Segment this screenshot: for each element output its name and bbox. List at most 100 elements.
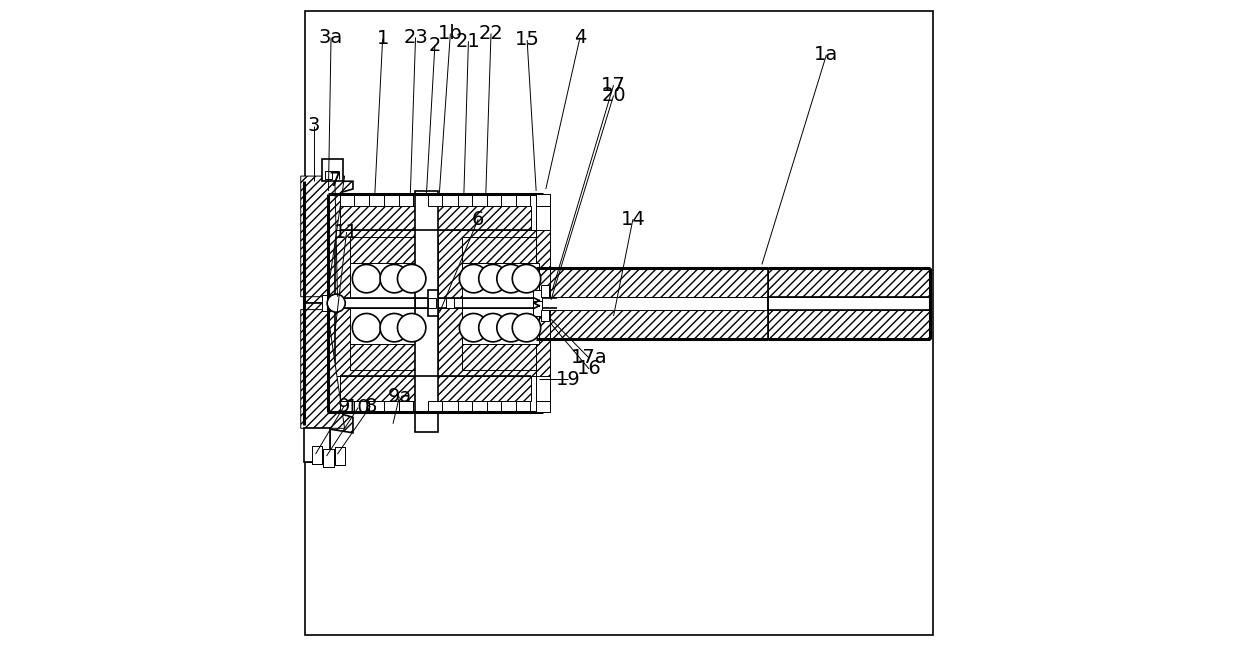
Bar — [487, 401, 501, 412]
Bar — [322, 295, 330, 311]
Circle shape — [497, 313, 526, 342]
Bar — [304, 194, 335, 303]
Bar — [536, 310, 930, 339]
Bar — [340, 376, 531, 401]
Bar — [536, 206, 551, 230]
Bar — [428, 290, 438, 316]
Circle shape — [479, 313, 507, 342]
Polygon shape — [301, 310, 345, 428]
Bar — [304, 428, 330, 462]
Circle shape — [398, 313, 425, 342]
Bar — [304, 303, 335, 412]
Bar — [415, 239, 438, 368]
Circle shape — [398, 264, 425, 293]
Text: 14: 14 — [620, 210, 645, 229]
Bar — [428, 194, 443, 206]
Bar — [769, 297, 930, 310]
Bar — [415, 298, 438, 308]
Bar — [536, 310, 769, 339]
Text: 16: 16 — [577, 359, 601, 379]
Bar — [428, 298, 463, 308]
Text: 1b: 1b — [438, 24, 463, 43]
Bar — [536, 376, 551, 401]
Bar — [536, 376, 551, 401]
Bar — [351, 344, 428, 370]
Bar — [311, 446, 322, 464]
Bar — [304, 428, 330, 462]
Text: 20: 20 — [601, 86, 626, 105]
Bar — [428, 401, 443, 412]
Bar — [542, 310, 549, 321]
Bar — [351, 263, 428, 298]
Bar — [536, 206, 551, 230]
Text: 9: 9 — [337, 397, 350, 416]
Bar — [536, 308, 551, 376]
Text: 7: 7 — [329, 171, 341, 190]
Bar — [536, 230, 551, 298]
Circle shape — [459, 313, 487, 342]
Bar — [516, 401, 531, 412]
Polygon shape — [304, 181, 353, 194]
Bar — [428, 298, 463, 308]
Bar — [335, 447, 345, 465]
Text: 17a: 17a — [570, 348, 608, 368]
Text: 22: 22 — [479, 24, 503, 43]
Bar — [325, 171, 332, 179]
Bar — [458, 401, 471, 412]
Bar — [516, 194, 531, 206]
Bar — [329, 298, 340, 308]
Text: 4: 4 — [574, 28, 587, 47]
Text: 21: 21 — [456, 32, 481, 51]
Bar — [463, 308, 539, 344]
Circle shape — [512, 264, 541, 293]
Bar — [536, 194, 551, 206]
Polygon shape — [301, 176, 345, 297]
Bar — [463, 344, 539, 370]
Bar — [351, 308, 428, 344]
Bar — [370, 401, 383, 412]
Circle shape — [479, 264, 507, 293]
Text: 3: 3 — [308, 116, 320, 135]
Bar — [399, 194, 413, 206]
Bar — [340, 206, 531, 230]
Text: 19: 19 — [556, 370, 580, 389]
Bar — [487, 194, 501, 206]
Text: 1: 1 — [377, 29, 389, 48]
Bar — [340, 401, 355, 412]
Bar — [536, 401, 551, 412]
Circle shape — [512, 313, 541, 342]
Bar — [322, 159, 342, 181]
Bar — [329, 230, 543, 298]
Text: 10: 10 — [346, 398, 371, 417]
Circle shape — [379, 264, 408, 293]
Text: 23: 23 — [403, 28, 428, 47]
Bar — [399, 401, 413, 412]
Bar — [463, 237, 539, 263]
Bar — [415, 191, 438, 432]
Text: 6: 6 — [472, 210, 485, 229]
Bar — [340, 194, 355, 206]
Text: 15: 15 — [515, 30, 539, 50]
Text: 11: 11 — [334, 223, 358, 242]
Bar — [370, 194, 383, 206]
Bar — [536, 268, 769, 297]
Bar — [533, 290, 542, 306]
Bar — [536, 268, 930, 297]
Text: 3a: 3a — [319, 28, 343, 47]
Bar — [536, 194, 551, 206]
Polygon shape — [304, 412, 353, 433]
Bar — [428, 298, 435, 308]
Text: 8: 8 — [365, 397, 377, 416]
Bar — [536, 401, 551, 412]
Circle shape — [379, 313, 408, 342]
Bar — [329, 308, 543, 376]
Bar — [335, 447, 345, 465]
Circle shape — [459, 264, 487, 293]
Text: 2: 2 — [429, 35, 441, 55]
Bar — [542, 285, 549, 297]
Bar — [324, 449, 334, 467]
Circle shape — [497, 264, 526, 293]
Bar — [311, 446, 322, 464]
Bar — [463, 263, 539, 298]
Circle shape — [327, 294, 345, 312]
